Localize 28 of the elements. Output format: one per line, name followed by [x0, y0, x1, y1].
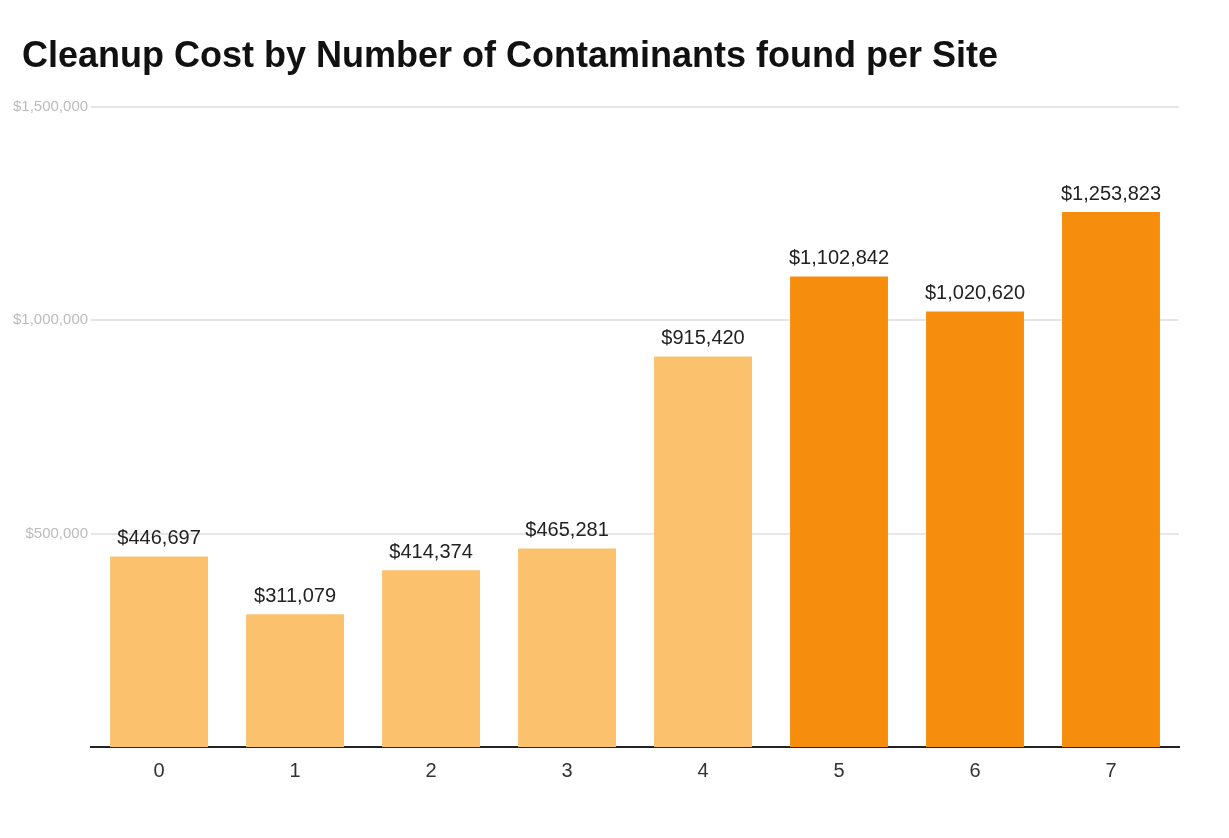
- data-label: $311,079: [254, 583, 337, 606]
- bar: [382, 570, 481, 747]
- y-tick-label: $1,500,000: [13, 97, 89, 115]
- bar: [926, 311, 1024, 747]
- data-label: $465,281: [525, 518, 609, 540]
- data-label: $1,102,842: [788, 245, 890, 268]
- x-tick-label: 0: [153, 758, 165, 781]
- y-tick-label: $1,000,000: [13, 310, 89, 328]
- x-tick-label: 2: [425, 758, 437, 781]
- bar: [1062, 212, 1160, 747]
- data-label: $414,374: [389, 539, 473, 562]
- x-tick-label: 1: [289, 758, 301, 781]
- x-tick-label: 3: [561, 758, 573, 781]
- x-tick-label: 4: [697, 758, 709, 781]
- chart-title: Cleanup Cost by Number of Contaminants found per Site: [22, 34, 999, 76]
- bar: [654, 356, 752, 747]
- bar: [246, 614, 345, 747]
- bar: [518, 548, 616, 747]
- data-label: $1,020,620: [924, 281, 1026, 304]
- y-tick-label: $500,000: [25, 523, 89, 541]
- bar: [790, 276, 888, 747]
- data-label: $1,253,823: [1060, 181, 1162, 204]
- x-tick-label: 5: [833, 758, 845, 781]
- data-label: $915,420: [661, 325, 745, 348]
- x-tick-label: 7: [1105, 758, 1117, 781]
- data-label: $446,697: [117, 525, 201, 548]
- bar: [110, 556, 209, 747]
- x-tick-label: 6: [969, 758, 981, 781]
